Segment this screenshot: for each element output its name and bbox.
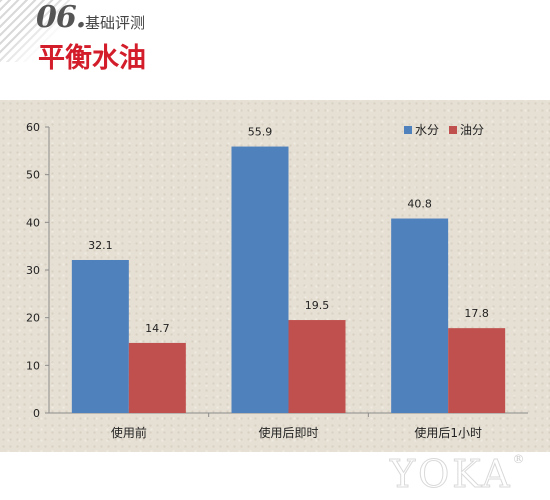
y-tick-label: 10 xyxy=(26,359,40,372)
page-title: 平衡水油 xyxy=(38,43,146,74)
watermark-text: YOKA xyxy=(390,452,513,497)
y-tick-label: 20 xyxy=(26,312,40,325)
section-number: 06. xyxy=(36,0,86,35)
watermark-registered-mark: ® xyxy=(512,452,528,466)
data-label: 17.8 xyxy=(464,307,489,320)
data-label: 14.7 xyxy=(145,322,170,335)
chart-area: 0 10 20 30 40 50 60 32.1 14.7 使用前 55.9 19.5 使用后即时 40.… xyxy=(0,100,550,452)
y-tick-label: 60 xyxy=(26,121,40,134)
bar-water xyxy=(231,146,289,413)
y-tick-label: 50 xyxy=(26,169,40,182)
bar-oil xyxy=(128,342,186,413)
data-label: 32.1 xyxy=(88,239,113,252)
bar-oil xyxy=(288,320,346,413)
header: 06. 基础评测 平衡水油 xyxy=(0,0,550,100)
bar-water xyxy=(71,259,129,413)
yoka-watermark: YOKA® xyxy=(390,452,528,497)
x-category-label: 使用后即时 xyxy=(258,425,318,440)
bar-chart: 0 10 20 30 40 50 60 32.1 14.7 使用前 55.9 19.5 使用后即时 40.… xyxy=(26,121,528,440)
data-label: 40.8 xyxy=(407,198,432,211)
x-category-label: 使用后1小时 xyxy=(414,425,482,440)
y-tick-label: 30 xyxy=(26,264,40,277)
legend-label: 油分 xyxy=(460,123,484,137)
x-category-label: 使用前 xyxy=(111,425,147,440)
legend-swatch xyxy=(449,126,457,134)
y-tick-label: 40 xyxy=(26,216,40,229)
section-subtitle: 基础评测 xyxy=(85,14,146,32)
y-tick-label: 0 xyxy=(33,407,40,420)
bar-water xyxy=(391,218,449,413)
data-label: 55.9 xyxy=(248,126,273,139)
data-label: 19.5 xyxy=(305,299,330,312)
bar-oil xyxy=(448,328,506,413)
legend-label: 水分 xyxy=(415,123,439,137)
decorative-stripes xyxy=(0,0,70,62)
legend-swatch xyxy=(404,126,412,134)
